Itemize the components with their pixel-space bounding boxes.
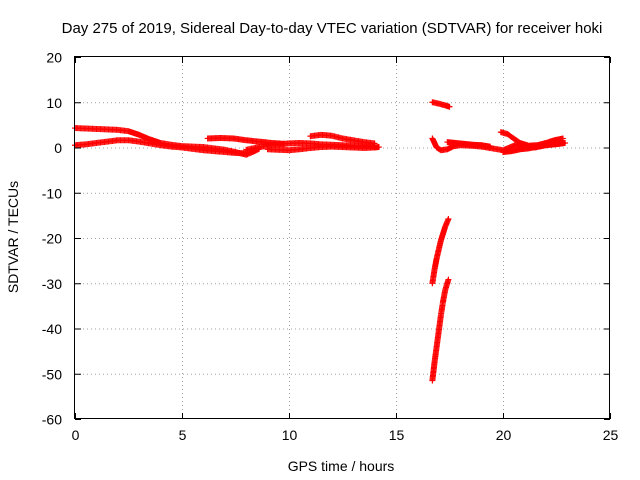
x-axis-label: GPS time / hours <box>288 458 395 474</box>
x-tick-label: 0 <box>72 427 80 443</box>
x-axis-ticks: 0 5 10 15 20 25 <box>72 57 619 443</box>
data-point-segment <box>444 139 494 150</box>
plot-frame <box>74 56 610 419</box>
y-tick-label: -60 <box>42 412 62 428</box>
chart-title: Day 275 of 2019, Sidereal Day-to-day VTE… <box>62 20 603 37</box>
data-point-segment <box>429 276 452 384</box>
data-point-segment <box>429 99 453 110</box>
x-tick-label: 25 <box>603 427 619 443</box>
y-tick-label: -50 <box>42 366 62 382</box>
x-tick-label: 10 <box>282 427 298 443</box>
y-tick-label: 10 <box>46 95 62 111</box>
y-tick-label: -20 <box>42 231 62 247</box>
data-point-segment <box>264 143 382 154</box>
y-tick-label: -10 <box>42 185 62 201</box>
x-tick-label: 5 <box>179 427 187 443</box>
data-point-segment <box>500 140 566 156</box>
y-tick-label: -30 <box>42 276 62 292</box>
data-points <box>72 99 569 384</box>
y-tick-label: 0 <box>54 140 62 156</box>
x-tick-label: 20 <box>496 427 512 443</box>
grid-lines <box>75 57 610 419</box>
y-axis-ticks: -60 -50 -40 -30 -20 -10 0 10 20 <box>42 50 610 428</box>
y-tick-label: 20 <box>46 50 62 66</box>
x-tick-label: 15 <box>389 427 405 443</box>
data-point-segment <box>429 215 452 287</box>
data-point-segment <box>307 131 378 147</box>
y-tick-label: -40 <box>42 321 62 337</box>
y-axis-label: SDTVAR / TECUs <box>5 181 21 293</box>
